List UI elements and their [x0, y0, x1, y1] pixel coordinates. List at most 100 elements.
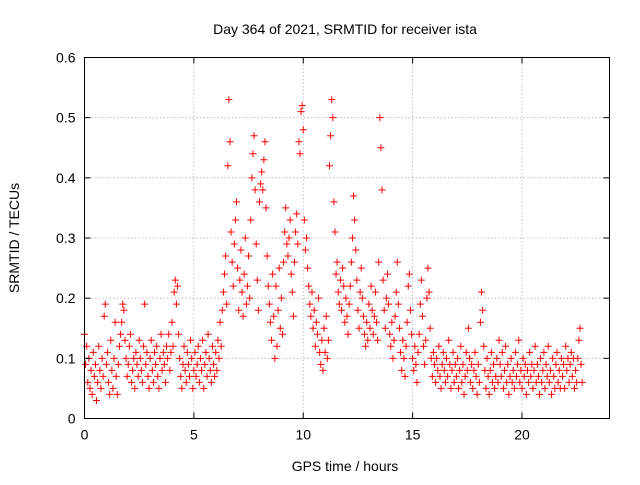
- data-point: [241, 234, 249, 242]
- data-point: [369, 330, 377, 338]
- data-point: [239, 312, 247, 320]
- data-point: [250, 132, 258, 140]
- data-point: [534, 372, 542, 380]
- data-point: [312, 318, 320, 326]
- data-point: [238, 288, 246, 296]
- data-point: [147, 336, 155, 344]
- data-point: [552, 360, 560, 368]
- data-point: [414, 348, 422, 356]
- data-point: [282, 204, 290, 212]
- data-point: [212, 348, 220, 356]
- data-point: [295, 138, 303, 146]
- data-point: [99, 372, 107, 380]
- data-point: [387, 342, 395, 350]
- data-point: [525, 378, 533, 386]
- data-point: [447, 384, 455, 392]
- y-axis-label: SRMTID / TECUs: [6, 183, 22, 293]
- data-point: [229, 282, 237, 290]
- data-point: [131, 384, 139, 392]
- data-point: [326, 162, 333, 170]
- data-point: [210, 360, 218, 368]
- data-point: [533, 360, 541, 368]
- y-tick-label: 0.2: [56, 290, 76, 306]
- data-point: [299, 126, 307, 134]
- data-point: [574, 354, 582, 362]
- data-point: [231, 216, 239, 224]
- data-point: [484, 372, 492, 380]
- data-point: [163, 342, 171, 350]
- data-point: [122, 354, 130, 362]
- data-point: [401, 372, 409, 380]
- data-point: [298, 102, 306, 110]
- data-point: [415, 330, 423, 338]
- data-point: [452, 372, 460, 380]
- data-point: [394, 300, 402, 308]
- data-point: [278, 330, 286, 338]
- data-point: [213, 366, 221, 374]
- data-point: [195, 378, 203, 386]
- data-point: [117, 330, 125, 338]
- data-point: [366, 324, 374, 332]
- data-point: [148, 366, 156, 374]
- data-point: [420, 342, 428, 350]
- data-point: [112, 372, 120, 380]
- data-point: [424, 264, 432, 272]
- data-point: [200, 384, 208, 392]
- data-point: [448, 366, 456, 374]
- data-point: [455, 384, 463, 392]
- data-point: [423, 294, 431, 302]
- data-point: [256, 198, 263, 206]
- data-point: [567, 348, 575, 356]
- data-point: [107, 336, 115, 344]
- data-point: [379, 276, 387, 284]
- data-point: [271, 354, 279, 362]
- data-point: [343, 312, 351, 320]
- data-point: [182, 378, 190, 386]
- data-point: [123, 372, 131, 380]
- data-point: [355, 324, 363, 332]
- data-point: [348, 234, 356, 242]
- data-point: [576, 324, 584, 332]
- data-point: [230, 240, 238, 248]
- data-point: [292, 228, 300, 236]
- data-point: [89, 348, 97, 356]
- data-point: [285, 234, 293, 242]
- data-point: [263, 252, 271, 260]
- data-point: [190, 366, 198, 374]
- data-point: [378, 186, 386, 194]
- data-point: [245, 252, 253, 260]
- data-point: [199, 336, 207, 344]
- data-point: [566, 360, 574, 368]
- data-point: [436, 372, 444, 380]
- data-point: [461, 372, 469, 380]
- data-point: [330, 198, 338, 206]
- data-point: [217, 342, 225, 350]
- data-point: [114, 360, 122, 368]
- data-point: [90, 372, 98, 380]
- data-point: [550, 372, 558, 380]
- data-point: [322, 312, 330, 320]
- data-point: [258, 168, 266, 176]
- data-point: [432, 378, 440, 386]
- data-point: [221, 270, 228, 278]
- data-point: [167, 348, 175, 356]
- data-point: [82, 360, 90, 368]
- data-point: [98, 354, 106, 362]
- data-point: [562, 342, 570, 350]
- data-point: [304, 264, 312, 272]
- data-point: [390, 336, 398, 344]
- data-point: [434, 366, 442, 374]
- data-point: [520, 372, 528, 380]
- data-point: [356, 288, 364, 296]
- data-point: [374, 336, 382, 344]
- data-point: [381, 324, 389, 332]
- data-point: [313, 330, 321, 338]
- data-point: [498, 348, 506, 356]
- data-point: [138, 378, 146, 386]
- data-point: [439, 348, 447, 356]
- data-point: [307, 312, 315, 320]
- data-point: [560, 360, 568, 368]
- data-point: [523, 366, 531, 374]
